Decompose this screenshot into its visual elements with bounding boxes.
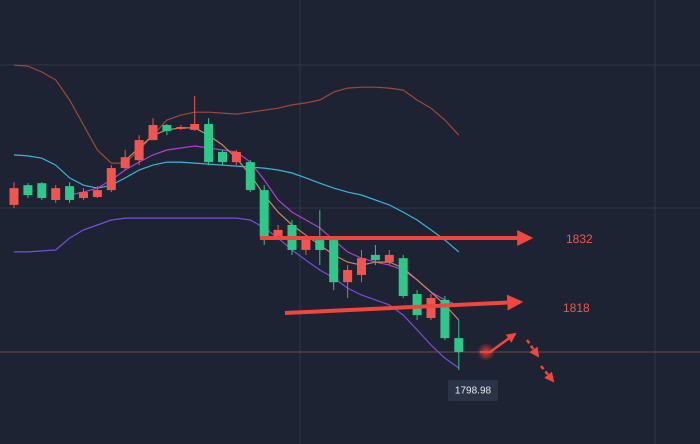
candle-body [412,294,422,316]
candle-body [176,126,186,129]
price-label-box [448,380,498,401]
candle-body [301,237,311,250]
candle-body [259,190,269,238]
candle-body [120,157,130,169]
indicator-line [13,64,460,164]
candle-body [106,168,116,191]
candle-body [148,124,158,141]
candle-body [23,185,33,196]
candle-body [398,258,408,296]
candle-body [357,258,366,275]
candle-body [92,190,102,198]
indicator-line [14,217,460,369]
candle-body [454,338,464,352]
candle-body [218,151,227,163]
indicator-line [13,154,460,253]
candle-body [370,254,380,261]
annotation-label: 1818 [563,301,590,315]
candle-body [273,229,283,238]
candle-body [37,183,47,198]
candle-body [190,123,200,130]
candle-body [384,254,394,263]
candle-body [134,140,144,161]
candle-body [231,151,241,163]
price-label: 1798.98 [455,386,492,397]
candle-body [9,188,19,205]
candle-body [329,240,339,283]
candle-body [315,240,325,250]
candle-body [343,270,353,283]
candle-body [440,299,450,339]
candle-body [79,192,88,198]
annotation-label: 1832 [566,232,593,246]
candle-body [65,186,75,200]
candle-body [162,124,172,131]
annotation-arrows [260,230,555,383]
indicator-line [69,145,460,307]
candle-body [51,188,61,200]
candle-body [204,123,214,163]
candle-body [245,162,255,191]
